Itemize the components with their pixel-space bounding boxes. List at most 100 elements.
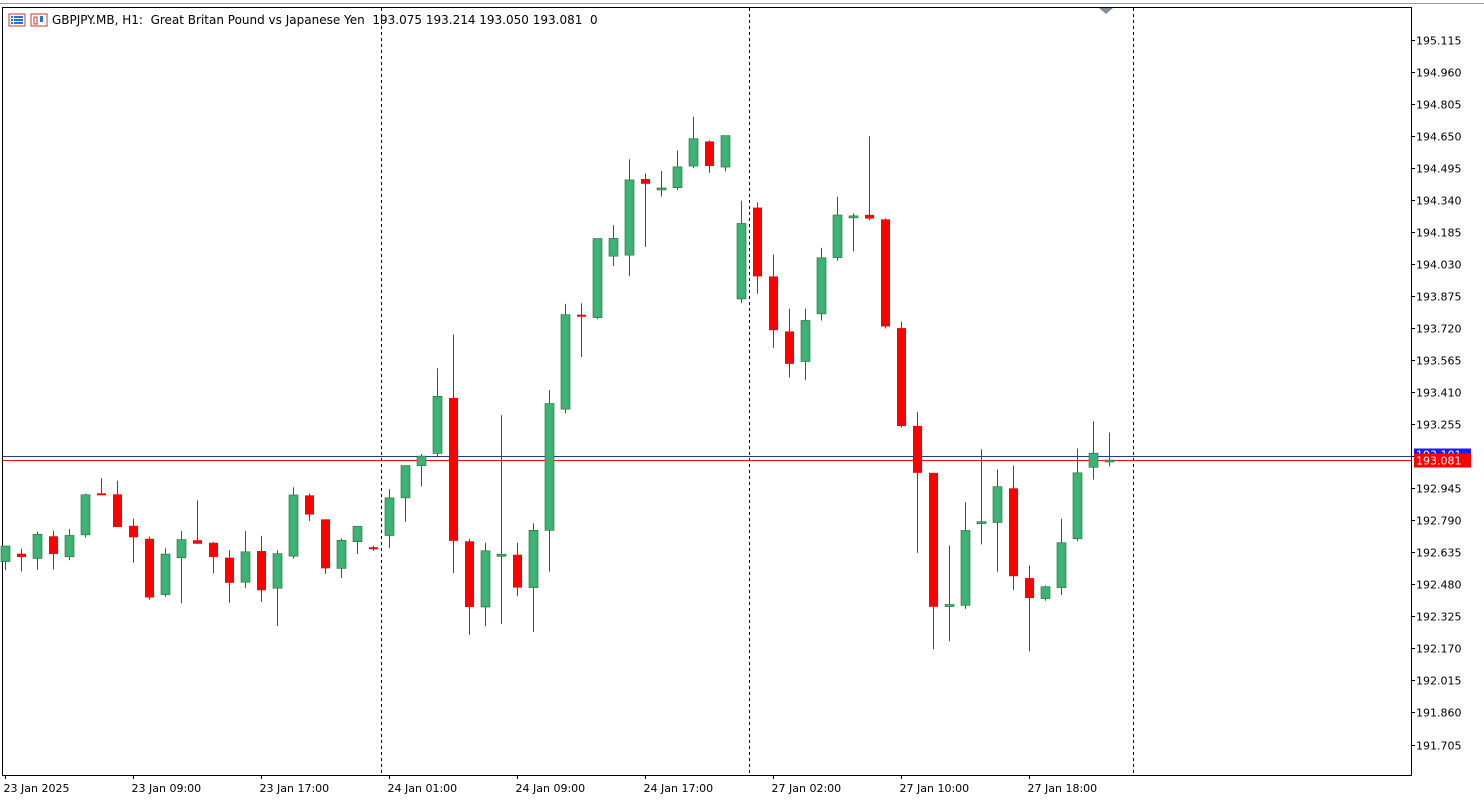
candle[interactable] bbox=[97, 478, 106, 496]
candle[interactable] bbox=[305, 493, 314, 522]
y-tick-label: 193.875 bbox=[1416, 291, 1462, 304]
candle[interactable] bbox=[336, 538, 347, 579]
candle[interactable] bbox=[1056, 518, 1067, 596]
candle[interactable] bbox=[608, 225, 619, 267]
y-tick-label: 192.170 bbox=[1416, 643, 1462, 656]
candle-body bbox=[321, 519, 330, 569]
candle[interactable] bbox=[321, 519, 330, 574]
candle[interactable] bbox=[1104, 432, 1115, 467]
candle[interactable] bbox=[753, 202, 762, 294]
candle-body bbox=[624, 179, 635, 256]
candles bbox=[0, 116, 1115, 652]
candle[interactable] bbox=[513, 542, 522, 597]
candle[interactable] bbox=[577, 303, 586, 358]
candle[interactable] bbox=[816, 247, 827, 321]
x-tick-label: 27 Jan 18:00 bbox=[1028, 782, 1098, 795]
candle[interactable] bbox=[49, 530, 58, 570]
table-icon[interactable] bbox=[8, 13, 26, 27]
candle[interactable] bbox=[257, 535, 266, 603]
candle[interactable] bbox=[705, 140, 714, 173]
candle[interactable] bbox=[992, 469, 1003, 572]
candle[interactable] bbox=[785, 308, 794, 378]
candle[interactable] bbox=[1088, 421, 1099, 480]
candle[interactable] bbox=[113, 480, 122, 528]
candle[interactable] bbox=[544, 390, 555, 572]
candle-body bbox=[225, 557, 234, 583]
candle-body bbox=[64, 535, 75, 558]
chart-timeframe: H1 bbox=[122, 13, 139, 27]
y-tick-label: 192.480 bbox=[1416, 579, 1462, 592]
candle[interactable] bbox=[145, 536, 154, 600]
candle[interactable] bbox=[881, 218, 890, 329]
x-tick-label: 23 Jan 2025 bbox=[4, 782, 70, 795]
candle[interactable] bbox=[272, 550, 283, 627]
candle[interactable] bbox=[465, 538, 474, 635]
shift-marker-icon[interactable] bbox=[1099, 8, 1113, 14]
candle[interactable] bbox=[288, 487, 299, 559]
candle-body bbox=[608, 238, 619, 257]
candle[interactable] bbox=[64, 529, 75, 561]
candle[interactable] bbox=[672, 150, 683, 191]
candle-body bbox=[480, 550, 491, 608]
candle[interactable] bbox=[1072, 448, 1083, 542]
candle[interactable] bbox=[528, 523, 539, 633]
candle[interactable] bbox=[352, 526, 363, 555]
candle[interactable] bbox=[960, 502, 971, 609]
candle[interactable] bbox=[560, 303, 571, 414]
candle[interactable] bbox=[193, 500, 202, 544]
candle[interactable] bbox=[897, 321, 906, 428]
candle[interactable] bbox=[913, 411, 922, 553]
candle[interactable] bbox=[240, 530, 251, 588]
candle[interactable] bbox=[416, 454, 427, 487]
candle[interactable] bbox=[688, 116, 699, 169]
candle[interactable] bbox=[176, 530, 187, 604]
candle-body bbox=[688, 138, 699, 167]
candle[interactable] bbox=[848, 213, 859, 252]
candle[interactable] bbox=[865, 136, 874, 221]
candle-body bbox=[0, 545, 11, 562]
candle[interactable] bbox=[976, 449, 987, 545]
candle-body bbox=[656, 187, 667, 191]
candle[interactable] bbox=[944, 545, 955, 642]
x-tick-label: 24 Jan 09:00 bbox=[516, 782, 586, 795]
candle[interactable] bbox=[400, 465, 411, 522]
candle[interactable] bbox=[1009, 465, 1018, 591]
candle[interactable] bbox=[17, 548, 26, 572]
candle[interactable] bbox=[80, 493, 91, 538]
candle[interactable] bbox=[209, 542, 218, 574]
candle[interactable] bbox=[832, 196, 843, 261]
candle[interactable] bbox=[496, 415, 507, 624]
price-tags: 193.101193.081 bbox=[1414, 448, 1471, 468]
candle[interactable] bbox=[160, 548, 171, 597]
candle[interactable] bbox=[624, 159, 635, 277]
candle[interactable] bbox=[656, 170, 667, 197]
candle[interactable] bbox=[1025, 565, 1034, 652]
candle[interactable] bbox=[592, 238, 603, 320]
candle[interactable] bbox=[432, 368, 443, 458]
candle[interactable] bbox=[1040, 585, 1051, 601]
candle[interactable] bbox=[225, 549, 234, 603]
candle[interactable] bbox=[449, 334, 458, 574]
candle[interactable] bbox=[736, 200, 747, 304]
candle-body bbox=[992, 486, 1003, 523]
candle-body bbox=[753, 207, 762, 277]
period-separators bbox=[381, 8, 1134, 775]
candle[interactable] bbox=[129, 518, 138, 563]
chart-window-icon[interactable] bbox=[30, 13, 48, 27]
candle-body bbox=[736, 223, 747, 300]
candle[interactable] bbox=[384, 489, 395, 549]
candle-body bbox=[1088, 452, 1099, 468]
candle[interactable] bbox=[480, 542, 491, 627]
candle-body bbox=[305, 495, 314, 515]
chart-symbol: GBPJPY.MB bbox=[52, 13, 115, 27]
candle[interactable] bbox=[369, 546, 378, 551]
candle[interactable] bbox=[929, 472, 938, 650]
candle[interactable] bbox=[32, 531, 43, 570]
candle-body bbox=[897, 328, 906, 427]
candle[interactable] bbox=[0, 545, 11, 571]
candle[interactable] bbox=[800, 308, 811, 381]
candle[interactable] bbox=[720, 135, 731, 172]
candle[interactable] bbox=[641, 173, 650, 247]
candle[interactable] bbox=[769, 254, 778, 348]
